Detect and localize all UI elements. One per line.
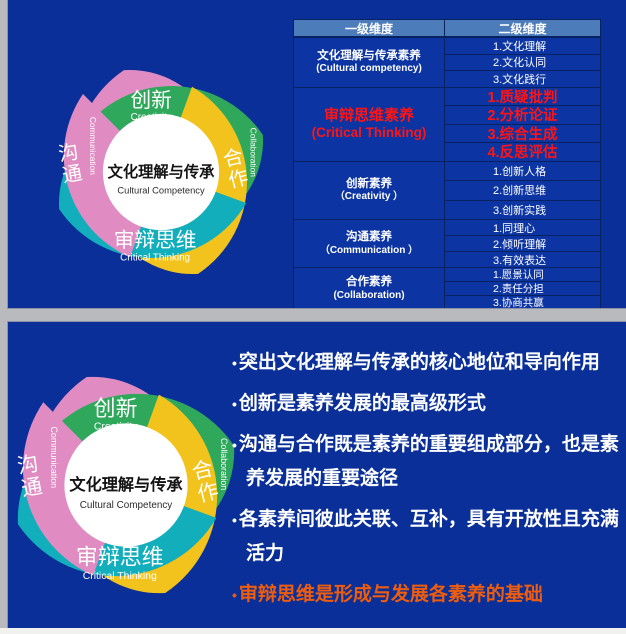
bullet-text: 突出文化理解与传承的核心地位和导向作用 xyxy=(238,352,600,373)
creativity-label-en: Creativity xyxy=(94,422,138,433)
svg-text:通: 通 xyxy=(61,162,85,187)
center-subtitle: Cultural Competency xyxy=(117,186,205,196)
subdimension-cell: 3.有效表达 xyxy=(445,251,600,267)
creativity-label-zh: 创新 xyxy=(94,396,138,421)
center-title: 文化理解与传承 xyxy=(108,163,216,181)
communication-label-zh: 沟 通 xyxy=(16,452,45,501)
competency-diagram: 创新 Creativity 合 作 Collaboration 沟 通 Comm… xyxy=(28,39,294,305)
bullet-item: • 创新是素养发展的最高级形式 xyxy=(232,387,626,421)
dimension-subtitle: (Collaboration) xyxy=(333,289,405,301)
slide-1: 创新 Creativity 合 作 Collaboration 沟 通 Comm… xyxy=(8,0,626,308)
critical-thinking-label-en: Critical Thinking xyxy=(120,253,190,264)
critical-thinking-label-en: Critical Thinking xyxy=(83,571,157,582)
dimensions-table: 一级维度 二级维度 文化理解与传承素养 (Cultural competency… xyxy=(293,19,601,308)
creativity-label-zh: 创新 xyxy=(130,89,171,112)
communication-label-en: Communication xyxy=(88,117,98,175)
creativity-label-en: Creativity xyxy=(131,112,172,123)
center-circle xyxy=(102,113,220,231)
subdimension-cell: 1.创新人格 xyxy=(493,165,547,178)
subdimension-cell: 2.分析论证 xyxy=(445,105,600,124)
subdimension-cell: 2.文化认同 xyxy=(445,53,600,71)
bullet-item: • 突出文化理解与传承的核心地位和导向作用 xyxy=(232,346,626,380)
table-row-group-collaboration: 合作素养 (Collaboration) 1.愿景认同 2.责任分担 3.协商共… xyxy=(294,267,600,308)
subdimension-cell: 4.反思评估 xyxy=(445,142,600,161)
bullet-item: • 各素养间彼此关联、互补，具有开放性且充满活力 xyxy=(232,503,626,571)
dimension-title: 沟通素养 xyxy=(346,231,392,244)
dimension-subtitle: （Creativity ） xyxy=(334,191,404,203)
subdimension-cell: 3.综合生成 xyxy=(445,123,600,143)
bullet-dot: • xyxy=(232,512,237,528)
bullet-dot: • xyxy=(232,437,237,453)
dimension-subtitle: (Critical Thinking) xyxy=(311,125,427,141)
collaboration-label-en: Collaboration xyxy=(219,438,229,490)
viewer-bottom-strip xyxy=(0,628,626,634)
bullet-text: 各素养间彼此关联、互补，具有开放性且充满活力 xyxy=(238,509,619,564)
svg-text:沟: 沟 xyxy=(16,452,41,478)
subdimension-cell: 1.质疑批判 xyxy=(487,89,558,106)
subdimension-cell: 3.创新实践 xyxy=(445,199,600,220)
table-header-level1: 一级维度 xyxy=(294,20,445,36)
dimension-cell: 审辩思维素养 (Critical Thinking) xyxy=(294,87,445,161)
table-row-group-creativity: 创新素养 （Creativity ） 1.创新人格 2.创新思维 3.创新实践 xyxy=(294,160,600,220)
dimension-title: 创新素养 xyxy=(346,178,392,191)
svg-text:沟: 沟 xyxy=(57,141,80,166)
bullet-item-emphasis: • 审辩思维是形成与发展各素养的基础 xyxy=(232,578,626,612)
subdimension-cell: 3.文化践行 xyxy=(445,70,600,87)
subdimension-cell: 1.愿景认同 xyxy=(493,269,544,281)
competency-swirl-diagram: 创新 Creativity 合 作 Collaboration 沟 通 Comm… xyxy=(57,69,264,275)
table-row-group-critical-thinking: 审辩思维素养 (Critical Thinking) 1.质疑批判 2.分析论证… xyxy=(294,86,600,161)
competency-diagram: 创新 Creativity 合 作 Collaboration 沟 通 Comm… xyxy=(8,344,267,626)
critical-thinking-label-zh: 审辩思维 xyxy=(114,229,197,252)
communication-label-en: Communication xyxy=(49,427,59,489)
dimension-subtitle: （Communication ） xyxy=(319,244,419,256)
slide-2: 创新 Creativity 合 作 Collaboration 沟 通 Comm… xyxy=(8,322,626,628)
subdimension-cell: 3.协商共赢 xyxy=(445,295,600,308)
center-circle xyxy=(64,423,188,547)
subdimension-cell: 2.倾听理解 xyxy=(445,235,600,251)
bullet-dot: • xyxy=(232,396,237,412)
table-row-group-communication: 沟通素养 （Communication ） 1.同理心 2.倾听理解 3.有效表… xyxy=(294,219,600,267)
subdimension-cell: 2.创新思维 xyxy=(445,180,600,200)
dimension-cell: 合作素养 (Collaboration) xyxy=(294,268,445,308)
communication-label-zh: 沟 通 xyxy=(57,141,84,187)
dimension-cell: 沟通素养 （Communication ） xyxy=(294,220,445,267)
dimension-subtitle: (Cultural competency) xyxy=(316,63,422,75)
table-header-level2: 二级维度 xyxy=(498,21,547,36)
critical-thinking-label-zh: 审辩思维 xyxy=(76,544,164,569)
dimension-cell: 文化理解与传承素养 (Cultural competency) xyxy=(294,38,445,87)
dimension-title: 合作素养 xyxy=(346,276,392,289)
collaboration-label-en: Collaboration xyxy=(249,128,259,178)
subdimension-cell: 1.文化理解 xyxy=(493,40,547,53)
bullet-dot: • xyxy=(232,355,237,371)
center-subtitle: Cultural Competency xyxy=(80,500,173,511)
bullet-list: • 突出文化理解与传承的核心地位和导向作用 • 创新是素养发展的最高级形式 • 沟通与… xyxy=(232,346,626,619)
subdimension-cell: 2.责任分担 xyxy=(445,281,600,295)
dimension-title: 文化理解与传承素养 xyxy=(317,50,421,63)
dimension-cell: 创新素养 （Creativity ） xyxy=(294,161,445,219)
competency-swirl-diagram: 创新 Creativity 合 作 Collaboration 沟 通 Comm… xyxy=(16,376,235,594)
bullet-text: 沟通与合作既是素养的重要组成部分，也是素养发展的重要途径 xyxy=(238,434,619,489)
bullet-dot: • xyxy=(232,587,237,603)
table-row-group-cultural: 文化理解与传承素养 (Cultural competency) 1.文化理解 2… xyxy=(294,37,600,87)
bullet-text: 创新是素养发展的最高级形式 xyxy=(238,393,486,414)
bullet-item: • 沟通与合作既是素养的重要组成部分，也是素养发展的重要途径 xyxy=(232,428,626,496)
table-header-row: 一级维度 二级维度 xyxy=(294,20,600,37)
subdimension-cell: 1.同理心 xyxy=(493,222,536,235)
svg-text:通: 通 xyxy=(20,475,45,501)
communication-arm-head-overlap xyxy=(63,93,142,258)
bullet-text: 审辩思维是形成与发展各素养的基础 xyxy=(238,584,543,605)
communication-arm-head-overlap xyxy=(22,402,106,576)
center-title: 文化理解与传承 xyxy=(69,475,183,494)
dimension-title: 审辩思维素养 xyxy=(323,106,414,124)
